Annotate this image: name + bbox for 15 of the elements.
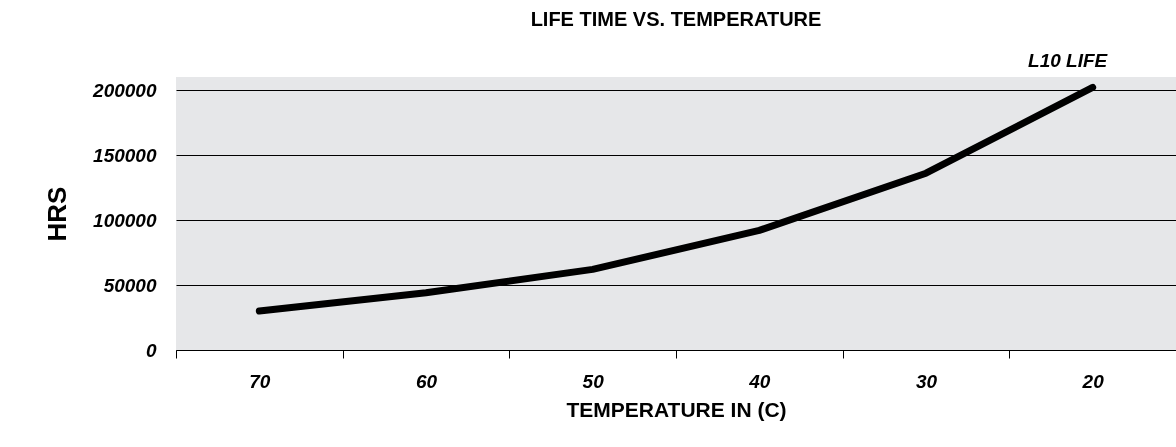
chart-title: LIFE TIME VS. TEMPERATURE xyxy=(530,8,822,31)
y-tick-label: 0 xyxy=(145,339,157,361)
x-tick-label: 40 xyxy=(748,370,771,392)
y-tick-label: 200000 xyxy=(92,79,157,101)
y-tick-label: 50000 xyxy=(103,274,157,296)
x-axis-title: TEMPERATURE IN (C) xyxy=(566,397,787,421)
x-tick-label: 20 xyxy=(1081,370,1105,392)
x-tick-label: 60 xyxy=(415,370,438,392)
y-axis-title: HRS xyxy=(42,186,73,242)
x-tick-label: 50 xyxy=(582,370,605,392)
series-label: L10 LIFE xyxy=(1028,50,1109,72)
y-tick-label: 150000 xyxy=(93,144,157,166)
x-tick-label: 30 xyxy=(915,370,938,392)
x-tick-label: 70 xyxy=(249,370,271,392)
y-tick-label: 100000 xyxy=(93,209,157,231)
